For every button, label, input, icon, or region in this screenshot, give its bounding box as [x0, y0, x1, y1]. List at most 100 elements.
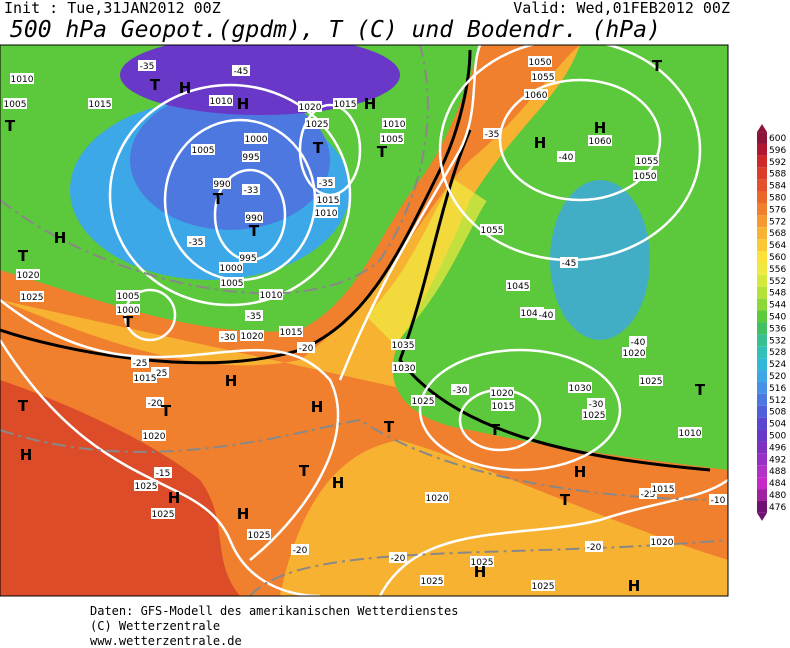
- isoline-label: 1045: [507, 282, 530, 292]
- colorbar-swatch: [757, 322, 767, 335]
- label-bg: [411, 395, 435, 406]
- isoline-label: 1005: [192, 146, 215, 156]
- colorbar-swatch: [757, 405, 767, 418]
- label-bg: [10, 73, 34, 84]
- isoline-label: 1025: [421, 577, 444, 587]
- colorbar-swatch: [757, 239, 767, 252]
- colorbar-swatch: [757, 453, 767, 466]
- isoline-label: 1015: [652, 485, 675, 495]
- label-bg: [219, 331, 237, 342]
- ridge: [365, 178, 487, 345]
- cold-core-inner: [130, 90, 330, 230]
- label-bg: [3, 98, 27, 109]
- colorbar-swatch: [757, 203, 767, 216]
- pressure-center: H: [594, 119, 607, 137]
- isoline-label: -20: [299, 344, 314, 354]
- isoline-label: -15: [156, 469, 171, 479]
- label-bg: [506, 280, 530, 291]
- isoline-label: 1015: [134, 374, 157, 384]
- colorbar-swatch: [757, 132, 767, 144]
- label-bg: [585, 541, 603, 552]
- colorbar-swatch: [757, 358, 767, 371]
- isoline-label: -40: [631, 338, 646, 348]
- pressure-center: T: [490, 421, 501, 439]
- colorbar-label: 548: [769, 289, 786, 299]
- isoline-label: 1010: [11, 75, 34, 85]
- pressure-center: H: [628, 577, 641, 595]
- cold-pool-east: [550, 180, 650, 340]
- isoline-label: 1025: [248, 531, 271, 541]
- isoline-label: 1030: [393, 364, 416, 374]
- label-bg: [151, 508, 175, 519]
- label-bg: [245, 212, 263, 223]
- label-bg: [116, 290, 140, 301]
- label-bg: [142, 430, 166, 441]
- label-bg: [528, 56, 552, 67]
- label-bg: [209, 95, 233, 106]
- label-bg: [568, 382, 592, 393]
- label-bg: [314, 207, 338, 218]
- colorbar-label: 568: [769, 229, 786, 239]
- isoline-label: -40: [539, 311, 554, 321]
- colorbar-label: 528: [769, 348, 786, 358]
- pressure-center: T: [377, 143, 388, 161]
- label-bg: [219, 262, 243, 273]
- label-bg: [259, 289, 283, 300]
- colorbar-arrow: [757, 512, 767, 521]
- colorbar-label: 536: [769, 324, 786, 334]
- label-bg: [232, 65, 250, 76]
- colorbar-label: 484: [769, 479, 786, 489]
- label-bg: [635, 155, 659, 166]
- label-bg: [131, 357, 149, 368]
- pressure-center: H: [574, 463, 587, 481]
- isoline-label: 1060: [589, 137, 612, 147]
- colorbar-swatch: [757, 500, 767, 513]
- isoline-label: 1025: [412, 397, 435, 407]
- colorbar-swatch: [757, 274, 767, 287]
- label-bg: [317, 177, 335, 188]
- isoline-label: 1010: [315, 209, 338, 219]
- label-bg: [389, 552, 407, 563]
- isoline-label: 1005: [117, 292, 140, 302]
- label-bg: [483, 128, 501, 139]
- label-bg: [146, 397, 164, 408]
- label-bg: [480, 224, 504, 235]
- colorbar-swatch: [757, 179, 767, 192]
- isoline-label: 1025: [135, 482, 158, 492]
- isoline-label: 1020: [491, 389, 514, 399]
- colorbar-swatch: [757, 346, 767, 359]
- isoline-label: 1010: [210, 97, 233, 107]
- pressure-center: H: [534, 134, 547, 152]
- isoline-label: -35: [247, 312, 262, 322]
- isoline-label: 1025: [532, 582, 555, 592]
- isoline-label: 1015: [89, 100, 112, 110]
- label-bg: [138, 60, 156, 71]
- isoline-label: 1025: [306, 120, 329, 130]
- label-bg: [305, 118, 329, 129]
- isoline-label: 1000: [245, 135, 268, 145]
- pressure-center: H: [168, 489, 181, 507]
- label-bg: [622, 347, 646, 358]
- label-bg: [639, 488, 657, 499]
- isoline-label: -25: [153, 369, 168, 379]
- colorbar-label: 476: [769, 503, 786, 513]
- isoline-label: 1010: [679, 429, 702, 439]
- label-bg: [490, 387, 514, 398]
- isoline-label: 1055: [532, 73, 555, 83]
- pressure-center: T: [695, 381, 706, 399]
- isoline-label: -20: [391, 554, 406, 564]
- label-bg: [709, 494, 727, 505]
- label-bg: [191, 144, 215, 155]
- isoline-label: 1015: [492, 402, 515, 412]
- label-bg: [588, 135, 612, 146]
- pressure-center: T: [652, 57, 663, 75]
- isoline-label: 1060: [525, 91, 548, 101]
- colorbar-swatch: [757, 155, 767, 168]
- isoline-label: 1050: [634, 172, 657, 182]
- pressure-center: T: [313, 139, 324, 157]
- isoline-label: -35: [485, 130, 500, 140]
- isoline-label: 1030: [569, 384, 592, 394]
- label-bg: [242, 184, 260, 195]
